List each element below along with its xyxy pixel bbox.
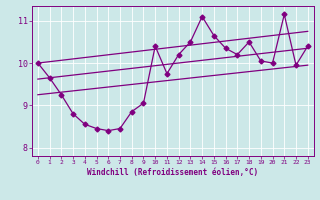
X-axis label: Windchill (Refroidissement éolien,°C): Windchill (Refroidissement éolien,°C) xyxy=(87,168,258,177)
